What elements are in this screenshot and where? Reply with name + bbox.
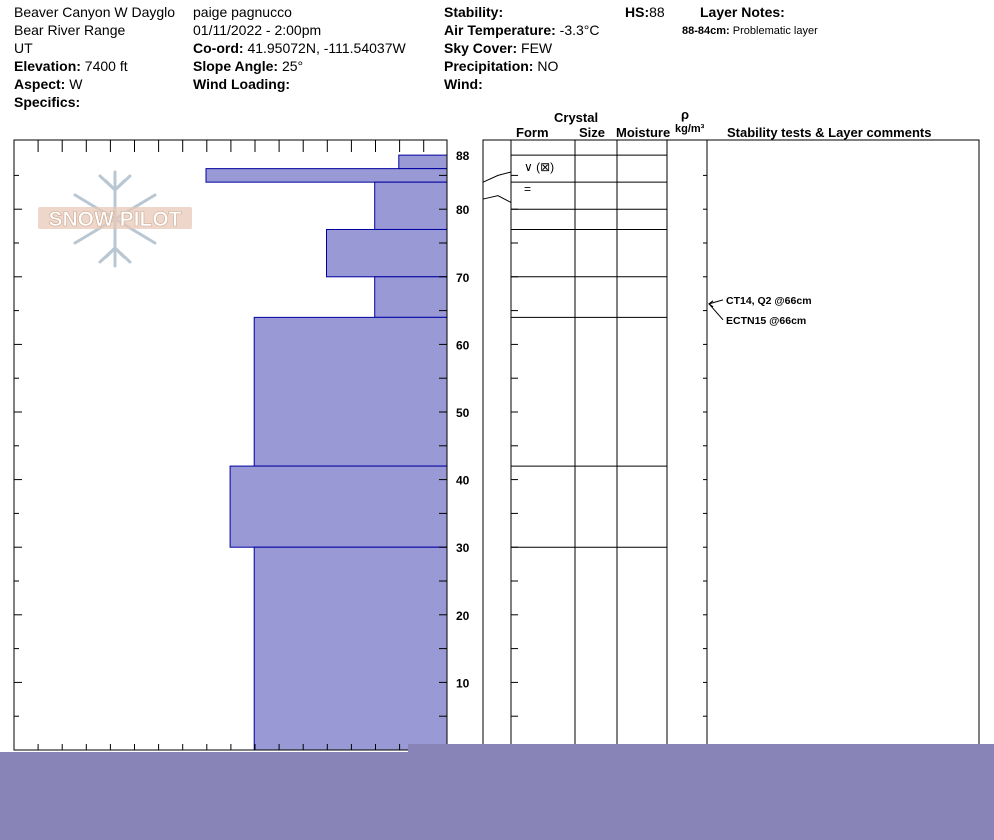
y-tick-label: 40 (456, 474, 470, 488)
slope-row: Slope Angle: 25° (193, 57, 303, 75)
precip-value: NO (537, 58, 559, 74)
air-temp-value: -3.3°C (559, 22, 600, 38)
y-tick-label: 88 (456, 149, 470, 163)
layer-notes-label: Layer Notes: (700, 4, 785, 20)
hardness-bar (374, 181, 448, 230)
slope-label: Slope Angle: (193, 58, 279, 74)
size-header: Size (579, 125, 606, 140)
aspect-value: W (69, 76, 83, 92)
y-tick-label: 10 (456, 676, 470, 690)
form-symbol: = (524, 182, 531, 196)
hardness-bars (205, 154, 448, 751)
hardness-bar (253, 316, 448, 467)
footer-band-top (408, 744, 994, 752)
footer-band (0, 752, 994, 840)
elevation-row: Elevation: 7400 ft (14, 57, 128, 75)
height-left-ticks (14, 174, 447, 717)
form-symbol: ∨ (⊠) (524, 160, 554, 174)
layer-table-ticks (511, 174, 707, 717)
height-axis-labels: 10 20 30 40 50 60 70 80 88 (456, 149, 470, 690)
layer-table-column-lines (510, 140, 708, 750)
hs-row: HS:88 (625, 3, 665, 21)
stability-test-pointer (708, 303, 724, 321)
rho-header: ρ (681, 107, 690, 122)
precip-label: Precipitation: (444, 58, 534, 74)
elevation-label: Elevation: (14, 58, 81, 74)
form-symbols: ∨ (⊠) = (524, 160, 554, 196)
air-temp-row: Air Temperature: -3.3°C (444, 21, 600, 39)
wind-loading-label: Wind Loading: (193, 76, 291, 92)
hardness-bar (398, 154, 448, 170)
form-header: Form (516, 125, 549, 140)
coord-value: 41.95072N, -111.54037W (247, 40, 406, 56)
observation-datetime: 01/11/2022 - 2:00pm (193, 22, 322, 38)
hardness-bar (253, 546, 448, 751)
observer-name: paige pagnucco (193, 4, 292, 20)
logo-text: SNOW PILOT (49, 208, 182, 231)
layer-table-frame (482, 139, 980, 751)
aspect-row: Aspect: W (14, 75, 82, 93)
air-temp-label: Air Temperature: (444, 22, 556, 38)
sky-label: Sky Cover: (444, 40, 518, 56)
wind-label: Wind: (444, 76, 483, 92)
state-name: UT (14, 40, 33, 56)
coord-label: Co-ord: (193, 40, 244, 56)
layer-note-text: Problematic layer (732, 25, 818, 37)
hardness-bar (326, 228, 448, 278)
layer-connector (482, 195, 512, 203)
hardness-bar (205, 168, 448, 183)
snowpilot-logo: SNOW PILOT (38, 170, 192, 268)
y-tick-label: 80 (456, 203, 470, 217)
sky-row: Sky Cover: FEW (444, 39, 552, 57)
range-name: Bear River Range (14, 22, 126, 38)
hardness-top-ticks (13, 140, 425, 152)
stability-comments-header: Stability tests & Layer comments (727, 125, 932, 140)
layer-boundary-lines (482, 154, 667, 548)
y-tick-label: 50 (456, 406, 470, 420)
location-name: Beaver Canyon W Dayglo (14, 4, 176, 20)
hardness-bar (229, 465, 448, 548)
hs-label: HS: (625, 4, 650, 20)
slope-value: 25° (281, 58, 304, 74)
layer-note-row: 88-84cm: Problematic layer (682, 24, 818, 38)
specifics-label: Specifics: (14, 94, 81, 110)
y-tick-label: 30 (456, 541, 470, 555)
y-tick-label: 20 (456, 609, 470, 623)
moisture-header: Moisture (616, 125, 671, 140)
y-tick-label: 70 (456, 271, 470, 285)
aspect-label: Aspect: (14, 76, 66, 92)
hardness-bar (374, 276, 448, 318)
arrow-icon (708, 300, 714, 308)
stability-label: Stability: (444, 4, 504, 20)
elevation-value: 7400 ft (84, 58, 128, 74)
coord-row: Co-ord: 41.95072N, -111.54037W (193, 39, 406, 57)
stability-test-label: ECTN15 @66cm (726, 315, 806, 327)
precip-row: Precipitation: NO (444, 57, 558, 75)
stability-tests: CT14, Q2 @66cm ECTN15 @66cm (708, 295, 812, 327)
layer-connector (482, 171, 512, 183)
layer-note-range: 88-84cm: (682, 25, 730, 37)
stability-test-pointer (708, 299, 724, 305)
stability-test-label: CT14, Q2 @66cm (726, 295, 812, 307)
y-tick-label: 60 (456, 338, 470, 352)
crystal-header: Crystal (554, 110, 599, 125)
hs-value: 88 (649, 4, 665, 20)
density-unit-header: kg/m³ (675, 123, 705, 135)
sky-value: FEW (521, 40, 553, 56)
